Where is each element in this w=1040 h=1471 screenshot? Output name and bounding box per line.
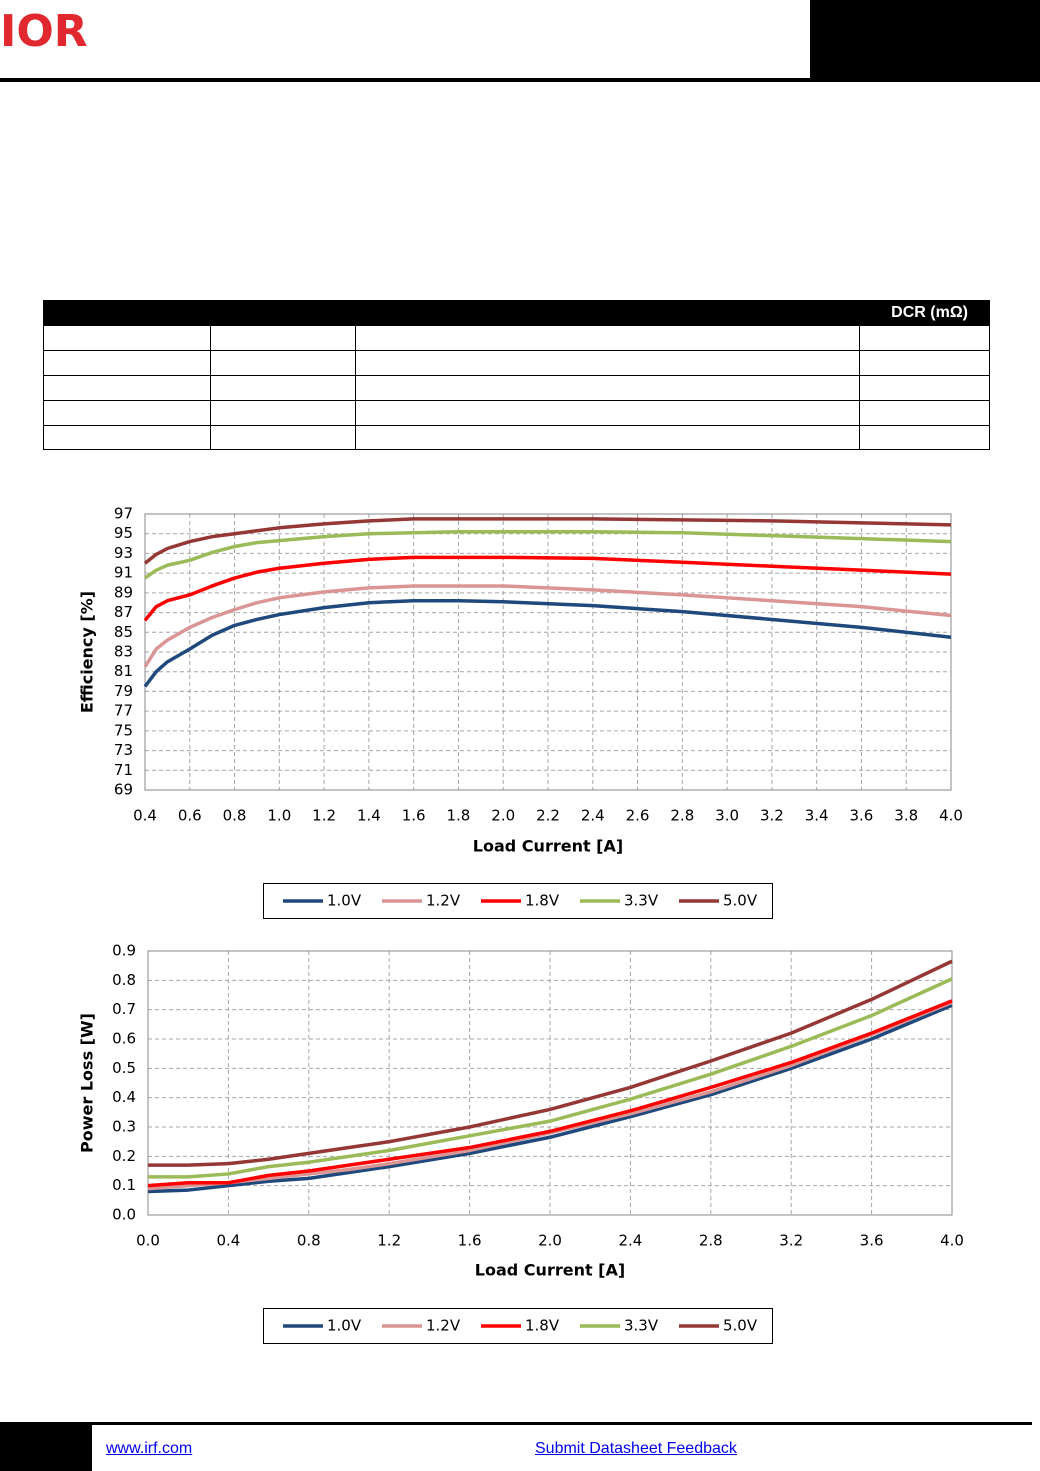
y-tick-label: 97 [114, 505, 133, 523]
x-tick-label: 0.0 [136, 1232, 160, 1250]
legend-label: 1.8V [525, 892, 560, 910]
y-tick-label: 0.5 [112, 1059, 136, 1077]
x-axis-title: Load Current [A] [473, 837, 623, 856]
legend-label: 3.3V [624, 1317, 659, 1335]
legend-label: 1.0V [327, 1317, 362, 1335]
y-tick-label: 0.4 [112, 1088, 136, 1106]
series-line [148, 977, 953, 1179]
legend: 1.0V 1.2V 1.8V 3.3V 5.0V [263, 883, 773, 919]
y-tick-label: 81 [114, 662, 133, 680]
x-tick-label: 3.6 [860, 1232, 884, 1250]
y-tick-label: 91 [114, 564, 133, 582]
table-header [43, 300, 990, 325]
y-tick-label: 89 [114, 583, 133, 601]
y-axis-title: Efficiency [%] [78, 591, 97, 713]
series-line [147, 1003, 953, 1194]
legend-label: 1.2V [426, 1317, 461, 1335]
logo: IOR [0, 6, 88, 57]
x-tick-label: 0.6 [178, 807, 202, 825]
y-tick-label: 87 [114, 603, 133, 621]
plot-frame [144, 513, 952, 791]
footer-block [0, 1425, 92, 1471]
x-tick-label: 0.4 [216, 1232, 240, 1250]
x-tick-label: 2.2 [536, 807, 560, 825]
x-tick-label: 1.2 [312, 807, 336, 825]
legend-label: 1.2V [426, 892, 461, 910]
y-tick-label: 95 [114, 524, 133, 542]
x-tick-label: 3.2 [760, 807, 784, 825]
y-tick-label: 0.2 [112, 1147, 136, 1165]
x-tick-label: 0.8 [297, 1232, 321, 1250]
x-tick-label: 2.8 [699, 1232, 723, 1250]
x-tick-label: 3.2 [779, 1232, 803, 1250]
legend-label: 5.0V [723, 1317, 758, 1335]
legend-label: 3.3V [624, 892, 659, 910]
x-tick-label: 2.6 [626, 807, 650, 825]
plot-frame [147, 950, 953, 1216]
x-tick-label: 3.6 [850, 807, 874, 825]
x-tick-label: 0.8 [223, 807, 247, 825]
x-tick-label: 1.0 [267, 807, 291, 825]
y-tick-label: 0.8 [112, 971, 136, 989]
x-tick-label: 1.4 [357, 807, 381, 825]
y-tick-label: 0.0 [112, 1206, 136, 1224]
x-tick-label: 1.2 [377, 1232, 401, 1250]
series-line [143, 529, 952, 580]
series-line [148, 959, 953, 1167]
table-header-cell: DCR (mΩ) [891, 304, 968, 321]
x-tick-label: 1.6 [458, 1232, 482, 1250]
y-tick-label: 77 [114, 702, 133, 720]
x-tick-label: 1.6 [402, 807, 426, 825]
series-line [143, 555, 952, 622]
x-tick-label: 3.4 [805, 807, 829, 825]
y-axis-title: Power Loss [W] [78, 1013, 97, 1153]
y-tick-label: 73 [114, 741, 133, 759]
x-tick-label: 1.8 [447, 807, 471, 825]
legend-label: 1.0V [327, 892, 362, 910]
x-tick-label: 2.4 [581, 807, 605, 825]
x-tick-label: 4.0 [940, 1232, 964, 1250]
y-tick-label: 0.9 [112, 942, 136, 960]
series-line [143, 598, 952, 688]
y-tick-label: 83 [114, 643, 133, 661]
x-tick-label: 2.0 [538, 1232, 562, 1250]
y-tick-label: 0.3 [112, 1118, 136, 1136]
x-tick-label: 4.0 [939, 807, 963, 825]
series-line [147, 999, 953, 1188]
series-line [143, 584, 952, 668]
x-tick-label: 3.8 [894, 807, 918, 825]
y-tick-label: 0.1 [112, 1176, 136, 1194]
y-tick-label: 75 [114, 721, 133, 739]
y-tick-label: 85 [114, 623, 133, 641]
y-tick-label: 71 [114, 761, 133, 779]
x-tick-label: 0.4 [133, 807, 157, 825]
feedback-link[interactable]: Submit Datasheet Feedback [535, 1440, 737, 1457]
chart: 0.0 0.1 0.2 0.3 0.4 0.5 0.6 0.7 0.8 0.9 0.0 0.4 0.8 1… [78, 942, 964, 1344]
x-tick-label: 2.0 [491, 807, 515, 825]
y-tick-label: 93 [114, 544, 133, 562]
legend: 1.0V 1.2V 1.8V 3.3V 5.0V [263, 1308, 773, 1344]
x-tick-label: 2.4 [618, 1232, 642, 1250]
footer-rule [0, 1422, 1032, 1425]
table-grid [43, 325, 990, 450]
y-tick-label: 79 [114, 682, 133, 700]
table: DCR (mΩ) [43, 300, 990, 450]
header-block [810, 0, 1040, 78]
x-tick-label: 3.0 [715, 807, 739, 825]
legend-label: 5.0V [723, 892, 758, 910]
header-rule [0, 78, 1040, 82]
x-axis-title: Load Current [A] [475, 1261, 625, 1280]
y-tick-label: 0.7 [112, 1000, 136, 1018]
x-tick-label: 2.8 [670, 807, 694, 825]
y-tick-label: 69 [114, 781, 133, 799]
series-line [143, 517, 952, 565]
legend-label: 1.8V [525, 1317, 560, 1335]
website-link[interactable]: www.irf.com [106, 1440, 193, 1457]
y-tick-label: 0.6 [112, 1030, 136, 1048]
